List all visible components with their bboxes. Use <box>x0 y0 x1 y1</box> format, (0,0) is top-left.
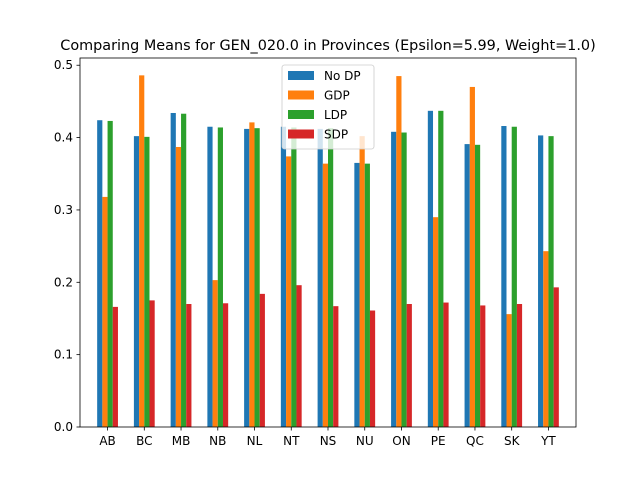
bar-ldp-ns <box>328 128 334 427</box>
bar-sdp-ns <box>333 306 339 427</box>
bar-gdp-bc <box>139 75 145 428</box>
x-tick-label: SK <box>504 434 521 448</box>
x-tick-label: NU <box>356 434 374 448</box>
legend-label-no-dp: No DP <box>324 69 361 83</box>
bar-sdp-on <box>406 304 412 427</box>
bar-gdp-nu <box>359 136 365 427</box>
bar-ldp-yt <box>548 136 554 427</box>
bar-ldp-nt <box>291 127 297 428</box>
x-tick-label: NT <box>283 434 300 448</box>
bar-gdp-sk <box>506 314 512 427</box>
bar-ldp-pe <box>438 110 444 427</box>
bar-no-dp-bc <box>133 136 140 427</box>
y-tick-label: 0.2 <box>54 275 73 289</box>
legend-label-sdp: SDP <box>324 128 348 142</box>
bar-gdp-ab <box>102 196 108 427</box>
legend-box <box>281 64 375 150</box>
bar-no-dp-nt <box>280 126 287 428</box>
legend-label-ldp: LDP <box>324 108 347 122</box>
bar-gdp-mb <box>175 146 182 428</box>
x-tick-label: ON <box>392 434 410 448</box>
bar-ldp-sk <box>511 126 517 428</box>
bar-gdp-on <box>396 76 402 427</box>
bar-gdp-pe <box>433 217 439 427</box>
bar-sdp-qc <box>480 305 486 427</box>
bar-gdp-qc <box>469 86 475 427</box>
bar-no-dp-nu <box>354 162 360 427</box>
x-tick-label: MB <box>172 434 191 448</box>
bar-no-dp-sk <box>501 126 507 427</box>
x-tick-label: NL <box>247 434 263 448</box>
x-tick-label: NB <box>209 434 226 448</box>
legend-swatch-ldp <box>288 110 314 119</box>
bar-no-dp-nl <box>244 128 250 427</box>
bar-ldp-nu <box>364 163 370 427</box>
legend-swatch-no-dp <box>288 71 314 80</box>
bar-ldp-nl <box>254 128 260 427</box>
legend: No DP GDP LDP SDP <box>281 64 375 150</box>
bar-ldp-nb <box>217 127 223 428</box>
bar-no-dp-pe <box>427 110 434 427</box>
y-tick-label: 0.4 <box>54 131 73 145</box>
bar-sdp-nt <box>296 285 302 427</box>
bar-ldp-on <box>401 132 407 427</box>
bar-sdp-nu <box>369 310 376 427</box>
legend-swatch-sdp <box>288 129 314 139</box>
chart-title: Comparing Means for GEN_020.0 in Provinc… <box>60 38 595 54</box>
bar-sdp-yt <box>553 287 559 427</box>
x-tick-label: PE <box>431 434 446 448</box>
x-tick-label: AB <box>99 434 115 448</box>
bar-gdp-nt <box>286 156 292 427</box>
bar-no-dp-ab <box>97 120 103 427</box>
bar-no-dp-yt <box>538 135 544 428</box>
bar-gdp-yt <box>543 251 549 427</box>
bar-no-dp-ns <box>317 128 323 427</box>
x-tick-label: BC <box>136 434 152 448</box>
bar-gdp-nl <box>249 122 255 427</box>
bar-no-dp-mb <box>170 112 176 428</box>
bar-sdp-pe <box>443 302 449 427</box>
bar-sdp-ab <box>112 306 118 427</box>
bar-no-dp-on <box>391 131 397 428</box>
bar-sdp-mb <box>186 304 192 427</box>
y-tick-label: 0.5 <box>54 58 73 72</box>
x-tick-label: QC <box>466 434 484 448</box>
bar-sdp-nl <box>259 293 265 427</box>
bar-ldp-bc <box>144 136 150 428</box>
y-tick-label: 0.3 <box>54 203 73 217</box>
bar-gdp-ns <box>322 163 328 427</box>
bar-sdp-nb <box>222 303 229 427</box>
x-tick-label: NS <box>320 434 337 448</box>
bar-no-dp-qc <box>464 144 470 427</box>
y-tick-label: 0.0 <box>54 420 73 434</box>
bar-ldp-qc <box>474 144 481 427</box>
bar-sdp-bc <box>149 300 155 427</box>
bars-group <box>97 75 559 428</box>
bar-ldp-ab <box>107 120 113 427</box>
legend-label-gdp: GDP <box>324 89 350 103</box>
y-tick-label: 0.1 <box>54 348 73 362</box>
bar-sdp-sk <box>516 304 523 427</box>
bar-ldp-mb <box>181 113 187 428</box>
legend-swatch-gdp <box>288 90 314 100</box>
bar-gdp-nb <box>212 280 218 427</box>
axes-group: 0.0 0.1 0.2 0.3 0.4 0.5 AB BC MB NB NL NT NS NU ON PE QC… <box>54 57 577 448</box>
bar-no-dp-nb <box>207 126 213 428</box>
x-tick-label: YT <box>540 434 556 448</box>
